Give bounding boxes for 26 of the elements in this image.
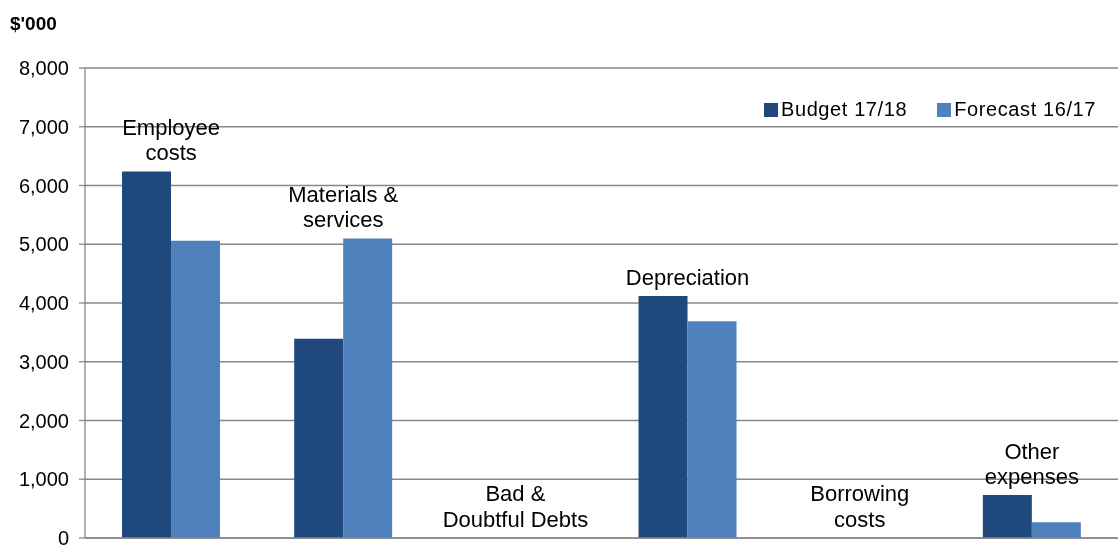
y-axis-title: $'000 bbox=[10, 13, 57, 35]
x-tick-label: Other expenses bbox=[983, 438, 1080, 490]
x-tick-label: Employee costs bbox=[121, 114, 221, 166]
bar bbox=[171, 240, 221, 538]
y-tick-label: 5,000 bbox=[18, 233, 69, 256]
y-tick-label: 8,000 bbox=[18, 57, 69, 80]
bar bbox=[343, 238, 393, 538]
x-tick-label: Depreciation bbox=[624, 264, 751, 290]
bar bbox=[687, 321, 737, 538]
y-tick-label: 1,000 bbox=[18, 468, 69, 491]
bar bbox=[294, 338, 344, 538]
x-tick-label: Materials & services bbox=[287, 181, 400, 233]
y-tick-label: 4,000 bbox=[18, 292, 69, 315]
y-tick-label: 0 bbox=[57, 527, 69, 550]
y-tick-label: 3,000 bbox=[18, 350, 69, 373]
bar bbox=[1031, 522, 1081, 538]
x-tick-label: Bad & Doubtful Debts bbox=[441, 481, 589, 532]
legend-label: Forecast 16/17 bbox=[954, 98, 1096, 121]
x-tick-label: Borrowing costs bbox=[809, 481, 911, 532]
y-tick-label: 2,000 bbox=[18, 409, 69, 432]
y-tick-label: 6,000 bbox=[18, 174, 69, 197]
bar bbox=[982, 495, 1032, 538]
bar bbox=[638, 295, 688, 538]
y-tick-label: 7,000 bbox=[18, 115, 69, 138]
bar bbox=[122, 171, 172, 538]
legend-label: Budget 17/18 bbox=[780, 98, 908, 121]
